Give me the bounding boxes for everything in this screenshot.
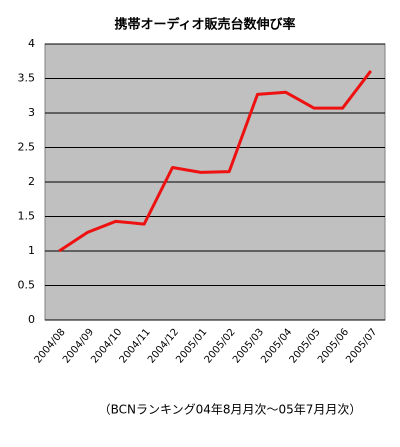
y-tick-label: 1.5 bbox=[18, 210, 36, 223]
y-tick-label: 4 bbox=[28, 37, 35, 50]
y-tick-label: 0.5 bbox=[18, 279, 36, 292]
y-tick-label: 3.5 bbox=[18, 72, 36, 85]
line bbox=[58, 70, 373, 253]
y-tick-label: 2.5 bbox=[18, 141, 36, 154]
y-tick-label: 3 bbox=[28, 106, 35, 119]
y-tick-label: 0 bbox=[28, 313, 35, 326]
y-tick-label: 1 bbox=[28, 244, 35, 257]
note: （BCNランキング04年8月月次～05年7月月次） bbox=[99, 403, 362, 417]
chart-title: 携帯オーディオ販売台数伸び率 bbox=[114, 17, 295, 33]
y-tick-label: 2 bbox=[28, 175, 35, 188]
